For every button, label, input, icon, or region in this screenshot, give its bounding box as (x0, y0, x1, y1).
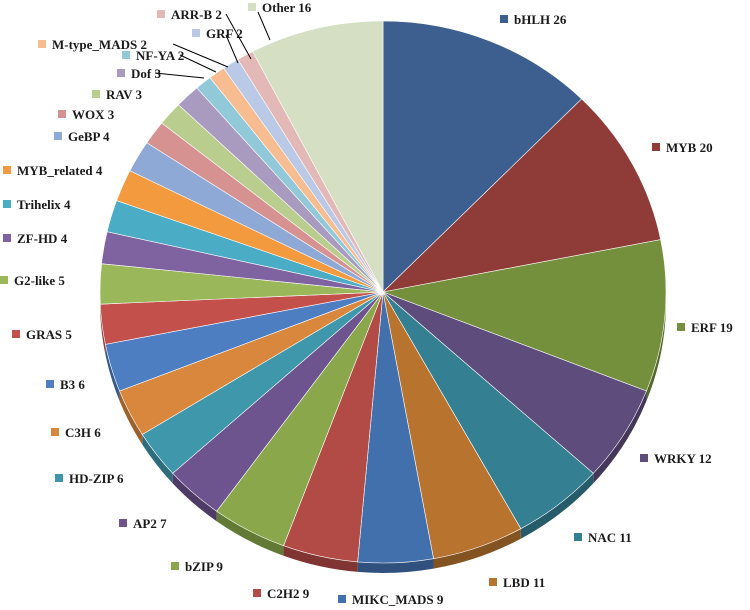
legend-swatch-8 (171, 562, 179, 570)
legend-swatch-1 (652, 143, 660, 151)
legend-swatch-26 (248, 3, 256, 11)
slice-side-12 (105, 344, 120, 402)
legend-swatch-10 (55, 474, 63, 482)
slice-label-16: Trihelix 4 (17, 197, 71, 212)
slice-label-25: ARR-B 2 (171, 7, 222, 22)
legend-swatch-17 (3, 166, 11, 174)
pie-slices (99, 20, 667, 564)
legend-swatch-21 (117, 69, 125, 77)
leader-line-26 (257, 11, 271, 41)
legend-swatch-3 (640, 454, 648, 462)
slice-label-18: GeBP 4 (68, 129, 110, 144)
slice-label-6: MIKC_MADS 9 (352, 592, 444, 607)
slice-side-7 (283, 545, 358, 572)
leader-line-21 (154, 72, 205, 79)
legend-swatch-0 (500, 15, 508, 23)
slice-side-10 (142, 434, 173, 484)
legend-swatch-13 (12, 330, 20, 338)
pie-slice-bhlh (382, 20, 583, 293)
legend-swatch-22 (122, 51, 130, 59)
slice-label-9: AP2 7 (133, 516, 167, 531)
slice-label-17: MYB_related 4 (17, 163, 103, 178)
slice-label-7: C2H2 9 (267, 586, 310, 601)
legend-swatch-6 (338, 595, 346, 603)
slice-label-15: ZF-HD 4 (17, 231, 68, 246)
legend-swatch-2 (677, 323, 685, 331)
slice-labels: bHLH 26 MYB 20 ERF 19 WRKY 12 NAC 11 LBD 11 MI… (0, 0, 733, 607)
legend-swatch-9 (119, 519, 127, 527)
slice-label-14: G2-like 5 (14, 273, 65, 288)
pie-slice-myb (382, 98, 662, 293)
slice-label-1: MYB 20 (666, 140, 713, 155)
legend-swatch-4 (574, 533, 582, 541)
leader-line-25 (225, 13, 252, 60)
leader-line-24 (225, 34, 239, 64)
legend-swatch-23 (38, 40, 46, 48)
pie-slice-other (252, 20, 384, 293)
slice-label-19: WOX 3 (72, 107, 115, 122)
slice-label-3: WRKY 12 (654, 451, 712, 466)
legend-swatch-25 (157, 10, 165, 18)
slice-side-9 (172, 473, 217, 522)
slice-label-0: bHLH 26 (514, 12, 567, 27)
legend-swatch-20 (92, 90, 100, 98)
slice-side-13 (100, 304, 106, 355)
slice-label-2: ERF 19 (691, 320, 733, 335)
slice-side-5 (433, 528, 521, 569)
slice-side-3 (593, 391, 647, 484)
slice-label-22: NF-YA 2 (136, 48, 184, 63)
slice-label-8: bZIP 9 (185, 559, 223, 574)
slice-label-5: LBD 11 (503, 575, 545, 590)
slice-label-4: NAC 11 (588, 530, 632, 545)
legend-swatch-12 (46, 380, 54, 388)
legend-swatch-7 (253, 589, 261, 597)
legend-swatch-16 (3, 200, 11, 208)
slice-label-26: Other 16 (262, 0, 312, 15)
slice-label-11: C3H 6 (65, 425, 101, 440)
legend-swatch-19 (58, 110, 66, 118)
slice-label-23: M-type_MADS 2 (52, 37, 147, 52)
slice-label-24: GRF 2 (206, 26, 243, 41)
leader-line-23 (172, 43, 229, 68)
legend-swatch-18 (54, 132, 62, 140)
legend-swatch-5 (489, 578, 497, 586)
legend-swatch-11 (51, 428, 59, 436)
slice-label-20: RAV 3 (106, 87, 143, 102)
pie-slice-erf (381, 239, 667, 392)
leader-line-22 (179, 54, 217, 73)
slice-label-13: GRAS 5 (26, 327, 72, 342)
slice-side-6 (357, 558, 434, 573)
legend-swatch-24 (192, 29, 200, 37)
slice-label-12: B3 6 (60, 377, 85, 392)
legend-swatch-14 (0, 276, 8, 284)
slice-side-2 (646, 292, 666, 402)
legend-swatch-15 (3, 234, 11, 242)
slice-label-10: HD-ZIP 6 (69, 471, 124, 486)
slice-label-21: Dof 3 (131, 66, 161, 81)
